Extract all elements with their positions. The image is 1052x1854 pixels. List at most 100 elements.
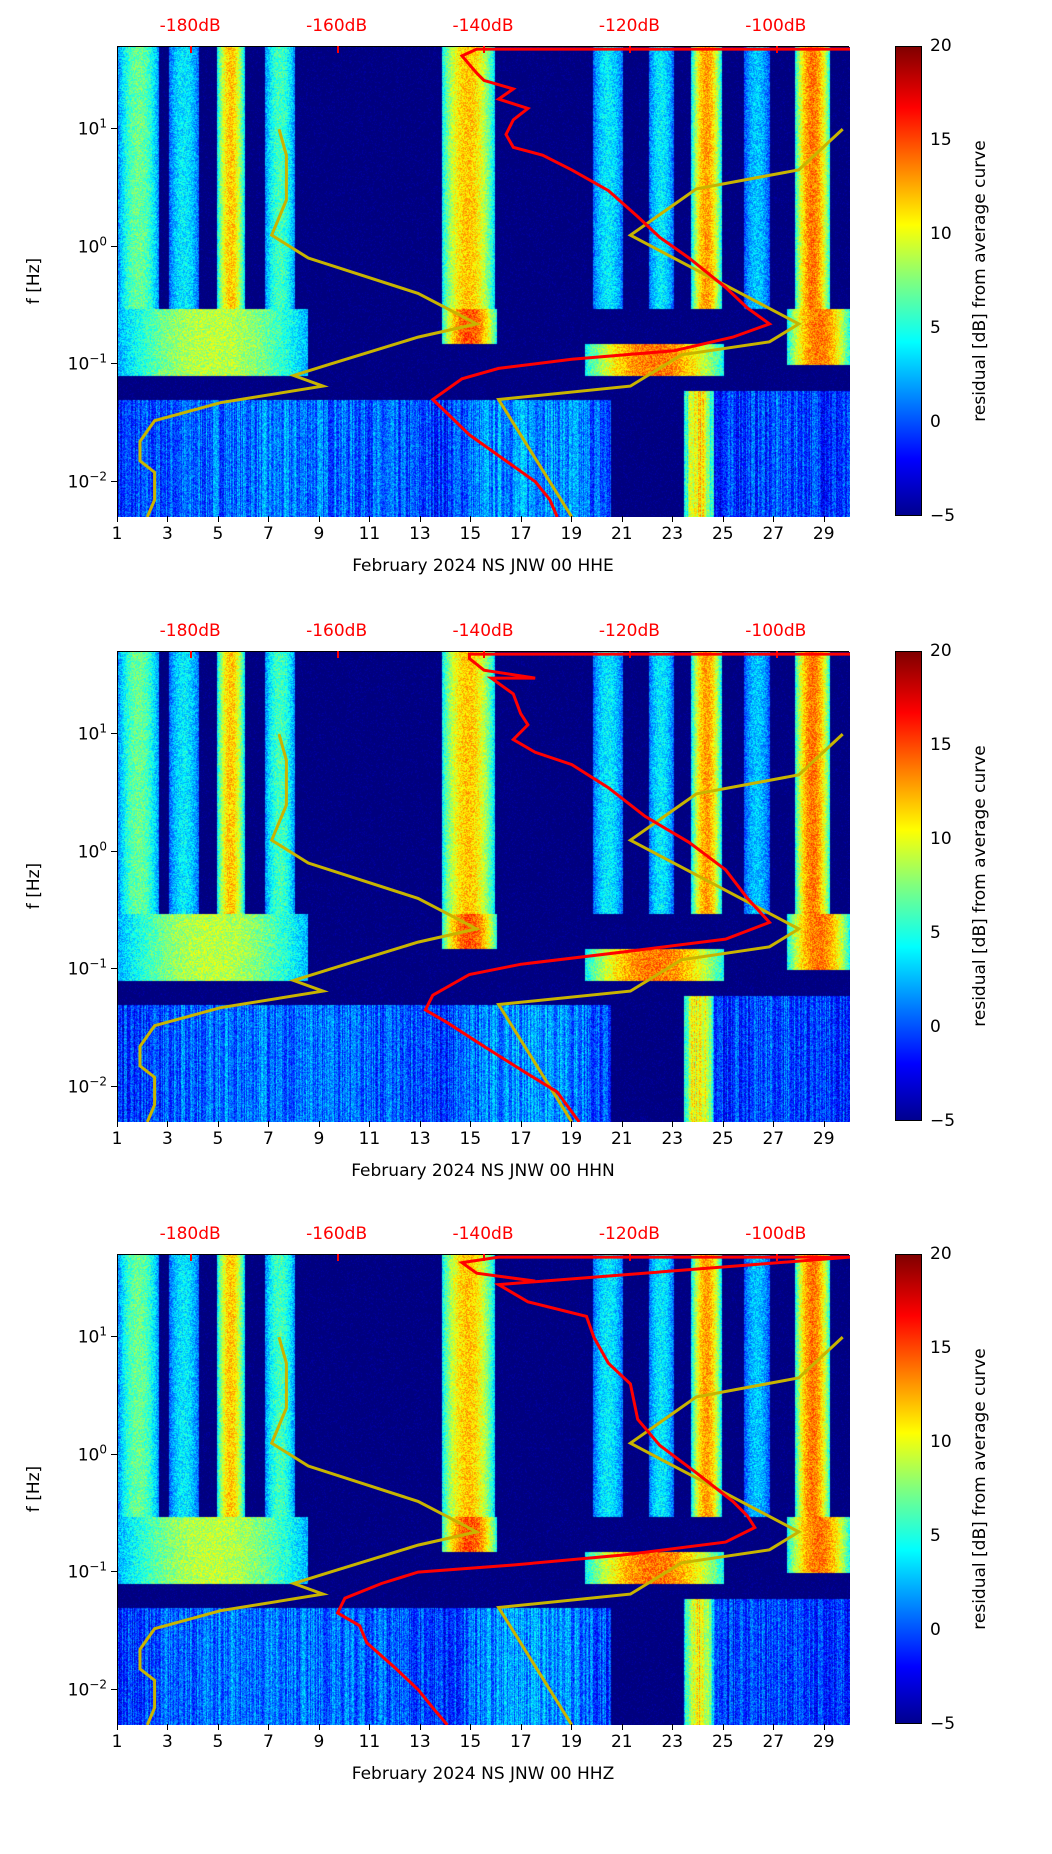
top-axis-tick xyxy=(190,651,193,658)
top-axis-db-label: -100dB xyxy=(745,621,807,641)
x-tick-label: 25 xyxy=(711,1732,734,1752)
x-tick-mark xyxy=(470,1121,472,1127)
x-tick-label: 3 xyxy=(162,524,173,544)
y-axis-label: f [Hz] xyxy=(24,862,44,910)
tick-base: 10 xyxy=(67,1076,90,1097)
tick-exponent: −2 xyxy=(89,469,107,484)
x-tick-mark xyxy=(470,516,472,522)
colorbar-tick-label: 20 xyxy=(930,641,952,661)
spectrogram-panel-2: 1 3 5 7 9 11 13 15 17 19 21 23 25 27 29 10−2 10−1 100 101-… xyxy=(0,621,1052,1251)
x-tick-mark xyxy=(369,1121,371,1127)
x-tick-label: 9 xyxy=(313,1732,325,1752)
colorbar-label: residual [dB] from average curve xyxy=(970,745,990,1027)
top-axis-tick xyxy=(629,1254,632,1261)
tick-base: 10 xyxy=(67,471,90,492)
spectrogram-panel-1: 1 3 5 7 9 11 13 15 17 19 21 23 25 27 29 10−2 10−1 100 101-… xyxy=(0,16,1052,646)
colorbar-tick-label: 0 xyxy=(930,412,941,432)
x-tick-label: 23 xyxy=(661,524,684,544)
y-tick-mark xyxy=(111,1571,117,1573)
y-tick-label: 10−1 xyxy=(68,352,107,375)
top-axis-tick xyxy=(190,1254,193,1261)
y-tick-mark xyxy=(111,968,117,970)
average-curve-line xyxy=(335,1255,850,1725)
top-axis-tick xyxy=(775,651,778,658)
tick-base: 10 xyxy=(67,959,90,980)
colorbar-tick-label: 10 xyxy=(930,224,952,244)
top-axis-db-label: -100dB xyxy=(745,16,807,36)
x-tick-label: 21 xyxy=(610,1129,633,1149)
x-tick-mark xyxy=(571,516,573,522)
x-tick-label: 5 xyxy=(212,1732,224,1752)
colorbar xyxy=(895,651,922,1121)
top-axis-db-label: -180dB xyxy=(159,1224,221,1244)
x-tick-mark xyxy=(167,1724,169,1730)
tick-base: 10 xyxy=(77,119,100,140)
x-tick-mark xyxy=(571,1121,573,1127)
x-tick-mark xyxy=(117,516,118,522)
y-tick-label: 10−2 xyxy=(68,1677,107,1700)
low-noise-model-line xyxy=(138,128,482,517)
colorbar-tick-label: 5 xyxy=(930,1526,941,1546)
y-tick-mark xyxy=(111,245,117,247)
colorbar-tick-label: 20 xyxy=(930,1244,952,1264)
tick-base: 10 xyxy=(77,1327,100,1348)
heatmap-raster xyxy=(118,652,850,1122)
y-tick-label: 10−1 xyxy=(68,1560,107,1583)
heatmap-raster xyxy=(118,1255,850,1725)
tick-base: 10 xyxy=(67,1562,90,1583)
x-tick-mark xyxy=(268,1724,270,1730)
x-tick-mark xyxy=(722,1724,724,1730)
x-tick-label: 3 xyxy=(162,1732,173,1752)
colorbar-tick-label: 20 xyxy=(930,36,952,56)
colorbar xyxy=(895,46,922,516)
y-tick-label: 10−1 xyxy=(68,957,107,980)
y-tick-label: 10−2 xyxy=(68,469,107,492)
x-tick-label: 5 xyxy=(212,1129,224,1149)
low-noise-model-line xyxy=(138,733,482,1122)
average-curve-line xyxy=(430,47,850,517)
x-tick-mark xyxy=(571,1724,573,1730)
x-tick-mark xyxy=(621,1121,623,1127)
y-tick-mark xyxy=(111,1085,117,1087)
top-axis-tick xyxy=(336,46,339,53)
plot-area xyxy=(117,46,850,517)
colorbar-tick-label: 5 xyxy=(930,318,941,338)
tick-exponent: −2 xyxy=(89,1677,107,1692)
x-tick-label: 7 xyxy=(263,1129,274,1149)
plot-area xyxy=(117,651,850,1122)
x-tick-mark xyxy=(318,1121,320,1127)
y-tick-label: 101 xyxy=(78,117,107,140)
x-tick-mark xyxy=(470,1724,472,1730)
top-axis-db-label: -120dB xyxy=(598,621,660,641)
top-axis-tick xyxy=(775,1254,778,1261)
top-axis-tick xyxy=(775,46,778,53)
tick-base: 10 xyxy=(77,841,100,862)
x-tick-label: 13 xyxy=(409,1732,431,1752)
tick-exponent: −1 xyxy=(89,351,107,366)
x-tick-mark xyxy=(672,516,674,522)
x-tick-mark xyxy=(268,516,270,522)
tick-exponent: 1 xyxy=(99,1324,107,1339)
x-tick-label: 23 xyxy=(661,1129,684,1149)
y-tick-label: 101 xyxy=(78,722,107,745)
high-noise-model-line xyxy=(496,1336,844,1725)
y-tick-label: 100 xyxy=(78,234,107,257)
x-tick-label: 11 xyxy=(358,1732,381,1752)
x-tick-mark xyxy=(318,516,320,522)
y-axis-label: f [Hz] xyxy=(24,257,44,305)
x-tick-mark xyxy=(823,516,825,522)
top-axis-tick xyxy=(483,651,485,658)
y-tick-mark xyxy=(111,850,117,852)
x-tick-mark xyxy=(419,1724,421,1730)
tick-exponent: 1 xyxy=(99,721,107,736)
x-tick-label: 9 xyxy=(313,524,325,544)
x-tick-mark xyxy=(773,516,775,522)
x-tick-label: 29 xyxy=(812,1129,835,1149)
tick-base: 10 xyxy=(67,1679,90,1700)
x-tick-label: 11 xyxy=(358,524,381,544)
colorbar-tick-label: −5 xyxy=(930,1111,956,1131)
top-axis-tick xyxy=(483,46,485,53)
colorbar-tick-label: 0 xyxy=(930,1620,941,1640)
y-tick-label: 101 xyxy=(78,1325,107,1348)
colorbar-tick-label: 10 xyxy=(930,829,952,849)
